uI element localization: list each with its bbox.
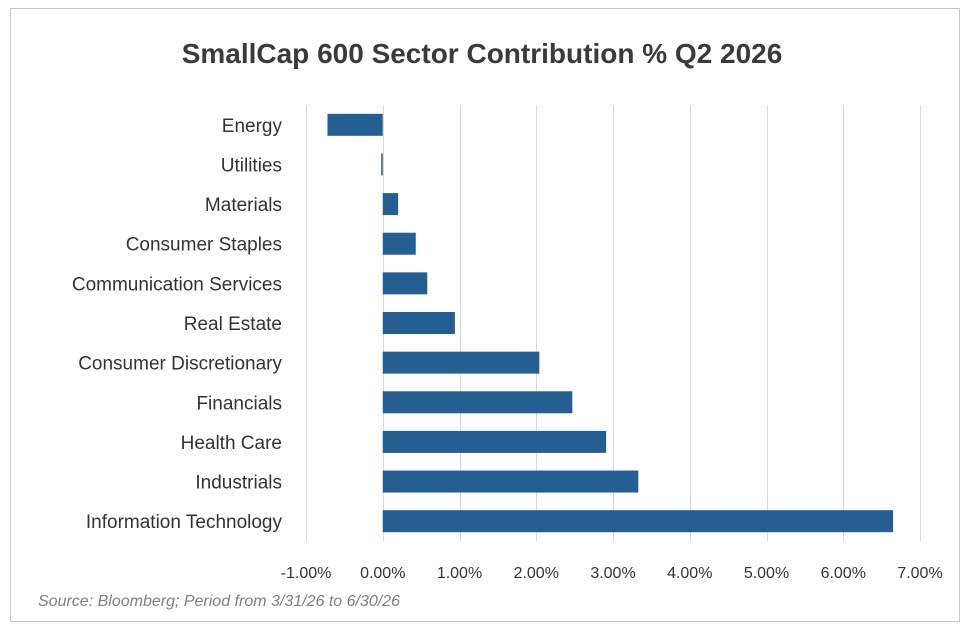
source-note: Source: Bloomberg; Period from 3/31/26 t… — [38, 593, 400, 610]
category-label: Energy — [222, 116, 283, 137]
bars — [327, 113, 894, 533]
category-label: Information Technology — [86, 512, 283, 533]
bar — [382, 351, 540, 374]
x-tick-label: -1.00% — [281, 565, 332, 582]
chart-title: SmallCap 600 Sector Contribution % Q2 20… — [181, 38, 783, 69]
x-tick-label: 4.00% — [667, 565, 712, 582]
category-label: Communication Services — [72, 274, 282, 295]
category-label: Real Estate — [184, 314, 282, 335]
category-labels: Energy Utilities Materials Consumer Staples… — [72, 116, 283, 533]
bar — [382, 312, 455, 334]
category-label: Materials — [205, 195, 282, 216]
bar — [382, 193, 399, 216]
gridlines — [306, 105, 921, 541]
x-tick-label: 3.00% — [590, 565, 635, 582]
category-label: Financials — [196, 393, 282, 414]
x-tick-label: 7.00% — [897, 565, 942, 582]
bar — [381, 153, 383, 176]
bar — [382, 272, 428, 295]
bar — [382, 510, 894, 533]
x-tick-label: 2.00% — [514, 565, 559, 582]
x-tick-label: 0.00% — [360, 565, 405, 582]
category-label: Consumer Staples — [126, 235, 282, 256]
x-tick-labels: -1.00% 0.00% 1.00% 2.00% 3.00% 4.00% 5.00% 6.00… — [281, 565, 943, 582]
bar — [382, 232, 416, 255]
category-label: Health Care — [181, 433, 282, 454]
x-tick-label: 6.00% — [821, 565, 866, 582]
category-label: Consumer Discretionary — [78, 354, 282, 375]
bar — [382, 470, 639, 493]
x-tick-label: 5.00% — [744, 565, 789, 582]
bar — [382, 391, 573, 414]
bar — [382, 430, 607, 453]
x-tick-label: 1.00% — [437, 565, 482, 582]
category-label: Industrials — [195, 473, 282, 494]
bar — [327, 113, 383, 136]
category-label: Utilities — [221, 155, 282, 176]
